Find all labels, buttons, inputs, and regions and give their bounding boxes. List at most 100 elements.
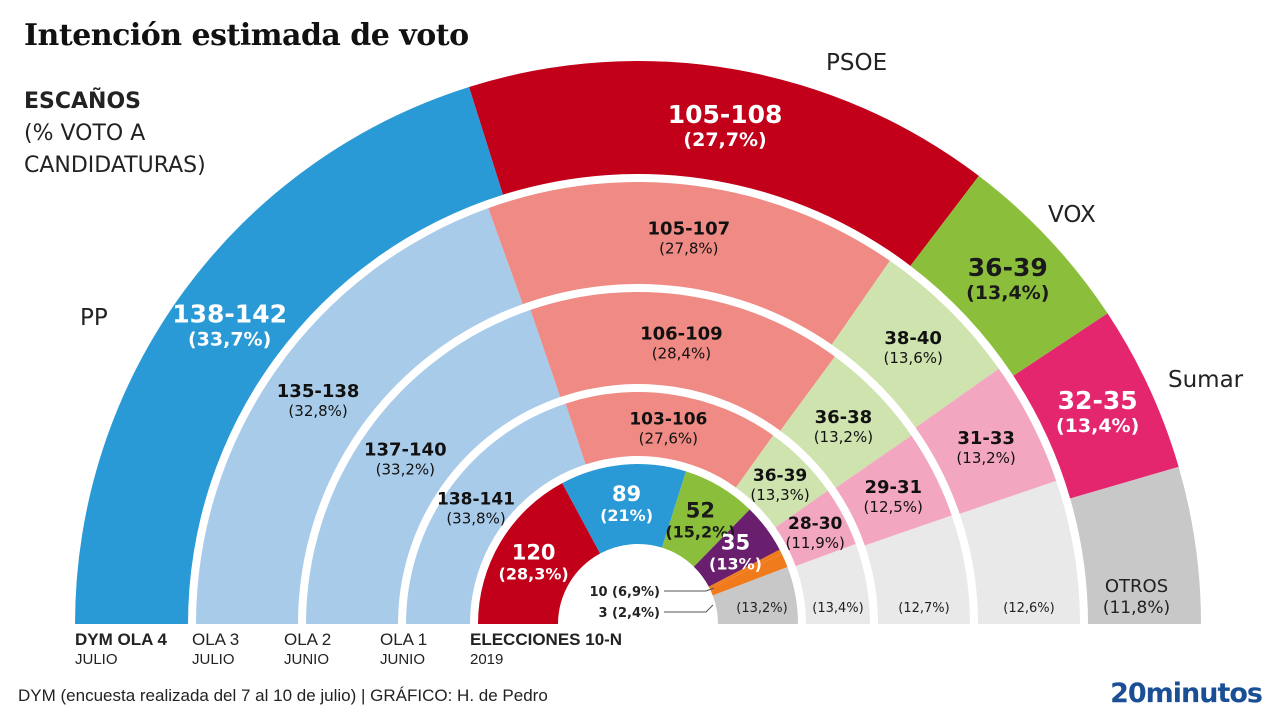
segment-sumar-ring-2 [915, 368, 1057, 514]
label-sumar-seats-ring-2: 31-33 [957, 428, 1015, 449]
label-vox-seats-ring-3: 36-38 [815, 407, 873, 428]
label-más-país-ring-5: 3 (2,4%) [598, 606, 660, 621]
ring-caption-4: OLA 1 JUNIO [380, 630, 427, 670]
subtitle-line-2: (% VOTO A [24, 121, 146, 146]
label-cs-ring-5: 10 (6,9%) [589, 585, 660, 600]
ring-caption-1: DYM OLA 4 JULIO [75, 630, 167, 670]
label-psoe-pct-ring-3: (28,4%) [652, 344, 711, 362]
segment-otros-ring-1 [1070, 466, 1201, 624]
rings [75, 61, 1201, 625]
ring-caption-sub: JULIO [192, 651, 235, 668]
label-psoe-seats-ring-5: 120 [512, 541, 556, 565]
ring-caption-sub: JUNIO [380, 651, 425, 668]
label-pp-pct-ring-3: (33,2%) [376, 461, 435, 479]
label-sumar-pct-ring-4: (11,9%) [786, 534, 845, 552]
segment-otros-ring-4 [795, 544, 870, 624]
label-pp-pct-ring-1: (33,7%) [188, 328, 271, 350]
brand-logo: 20minutos [1110, 678, 1263, 709]
segment-pp-ring-4 [406, 403, 586, 624]
label-vox-seats-ring-5: 52 [686, 499, 715, 523]
segment-otros-ring-3 [864, 515, 970, 624]
label-sumar-seats-ring-3: 29-31 [864, 477, 922, 498]
segment-vox-ring-2 [831, 260, 999, 428]
label-sumar-seats-ring-4: 28-30 [788, 514, 843, 534]
label-sumar-pct-ring-3: (12,5%) [864, 498, 923, 516]
label-psoe-seats-ring-3: 106-109 [640, 323, 723, 344]
segment-vox-ring-3 [780, 356, 912, 488]
label-psoe-seats-ring-1: 105-108 [668, 100, 783, 129]
party-label-psoe: PSOE [826, 50, 887, 76]
label-psoe-pct-ring-2: (27,8%) [659, 239, 718, 257]
label-pp-pct-ring-5: (21%) [600, 506, 653, 525]
segment-vox-ring-1 [910, 175, 1108, 376]
segment-vox-ring-4 [735, 435, 828, 528]
label-pp-seats-ring-5: 89 [612, 482, 641, 506]
ring-caption-sub: 2019 [470, 651, 504, 668]
ring-caption-sub: JUNIO [284, 651, 329, 668]
leader-line-cs [664, 587, 715, 592]
segment-otros-ring-5 [712, 566, 798, 624]
label-psoe-seats-ring-4: 103-106 [629, 409, 707, 429]
label-otros-pct-ring-1: (11,8%) [1103, 598, 1170, 618]
label-psoe-seats-ring-2: 105-107 [648, 218, 731, 239]
segment-sumar-ring-3 [835, 435, 952, 546]
ring-caption-3: OLA 2 JUNIO [284, 630, 331, 670]
segment-pp-ring-2 [196, 208, 523, 624]
label-vox-pct-ring-2: (13,6%) [883, 349, 942, 367]
segment-más-país-ring-5 [708, 549, 782, 589]
segment-otros-ring-2 [959, 480, 1080, 624]
label-sumar-pct-ring-2: (13,2%) [956, 449, 1015, 467]
label-unidas-podemos-pct-ring-5: (13%) [709, 554, 762, 573]
label-sumar-seats-ring-1: 32-35 [1058, 386, 1138, 415]
segment-pp-ring-3 [306, 309, 561, 624]
subtitle-line-3: CANDIDATURAS) [24, 153, 206, 178]
ring-caption-sub: JULIO [75, 651, 118, 668]
segment-psoe-ring-4 [565, 392, 774, 488]
source-note: DYM (encuesta realizada del 7 al 10 de j… [18, 686, 548, 705]
label-vox-seats-ring-2: 38-40 [884, 328, 942, 349]
label-pp-seats-ring-2: 135-138 [277, 381, 360, 402]
label-vox-pct-ring-4: (13,3%) [750, 486, 809, 504]
segment-pp-ring-5 [562, 464, 687, 554]
segment-sumar-ring-1 [1013, 313, 1179, 499]
subtitle-line-1: ESCAÑOS [24, 89, 142, 114]
segment-psoe-ring-1 [469, 61, 979, 266]
ring-caption-name: OLA 1 [380, 630, 428, 649]
ring-caption-name: OLA 2 [284, 630, 332, 649]
ring-caption-name: DYM OLA 4 [75, 630, 167, 649]
label-sumar-pct-ring-1: (13,4%) [1056, 415, 1139, 437]
label-vox-pct-ring-1: (13,4%) [966, 282, 1049, 304]
label-vox-seats-ring-1: 36-39 [968, 253, 1048, 282]
label-otros-pct-ring-2: (12,6%) [1003, 601, 1054, 616]
chart-subtitle: ESCAÑOS (% VOTO A CANDIDATURAS) [24, 86, 206, 182]
chart-title: Intención estimada de voto [24, 18, 469, 53]
party-label-sumar: Sumar [1168, 367, 1244, 393]
segment-psoe-ring-3 [530, 291, 835, 431]
segment-sumar-ring-4 [775, 490, 856, 567]
label-otros-pct-ring-3: (12,7%) [898, 601, 949, 616]
label-psoe-pct-ring-4: (27,6%) [639, 429, 698, 447]
segment-psoe-ring-5 [478, 483, 601, 624]
label-psoe-pct-ring-1: (27,7%) [683, 129, 766, 151]
segment-psoe-ring-2 [488, 182, 890, 345]
ring-caption-2: OLA 3 JULIO [192, 630, 239, 670]
segment-vox-ring-5 [662, 471, 750, 567]
label-pp-pct-ring-2: (32,8%) [288, 402, 347, 420]
leader-line-más-país [664, 604, 714, 613]
ring-caption-5: ELECCIONES 10-N 2019 [470, 630, 622, 670]
label-pp-seats-ring-3: 137-140 [364, 440, 447, 461]
label-otros-name-ring-1: OTROS [1105, 576, 1168, 597]
label-vox-pct-ring-3: (13,2%) [814, 428, 873, 446]
ring-caption-name: OLA 3 [192, 630, 240, 649]
label-otros-pct-ring-5: (13,2%) [736, 601, 787, 616]
segment-labels: 138-142(33,7%)105-108(27,7%)36-39(13,4%)… [172, 100, 1170, 621]
label-psoe-pct-ring-5: (28,3%) [499, 565, 569, 584]
label-pp-pct-ring-4: (33,8%) [446, 510, 505, 528]
label-vox-pct-ring-5: (15,2%) [665, 523, 735, 542]
segment-pp-ring-1 [75, 86, 503, 625]
label-vox-seats-ring-4: 36-39 [753, 466, 807, 486]
label-unidas-podemos-seats-ring-5: 35 [721, 530, 750, 554]
party-label-pp: PP [80, 305, 108, 331]
segment-unidas-podemos-ring-5 [693, 509, 780, 587]
ring-caption-name: ELECCIONES 10-N [470, 630, 623, 649]
